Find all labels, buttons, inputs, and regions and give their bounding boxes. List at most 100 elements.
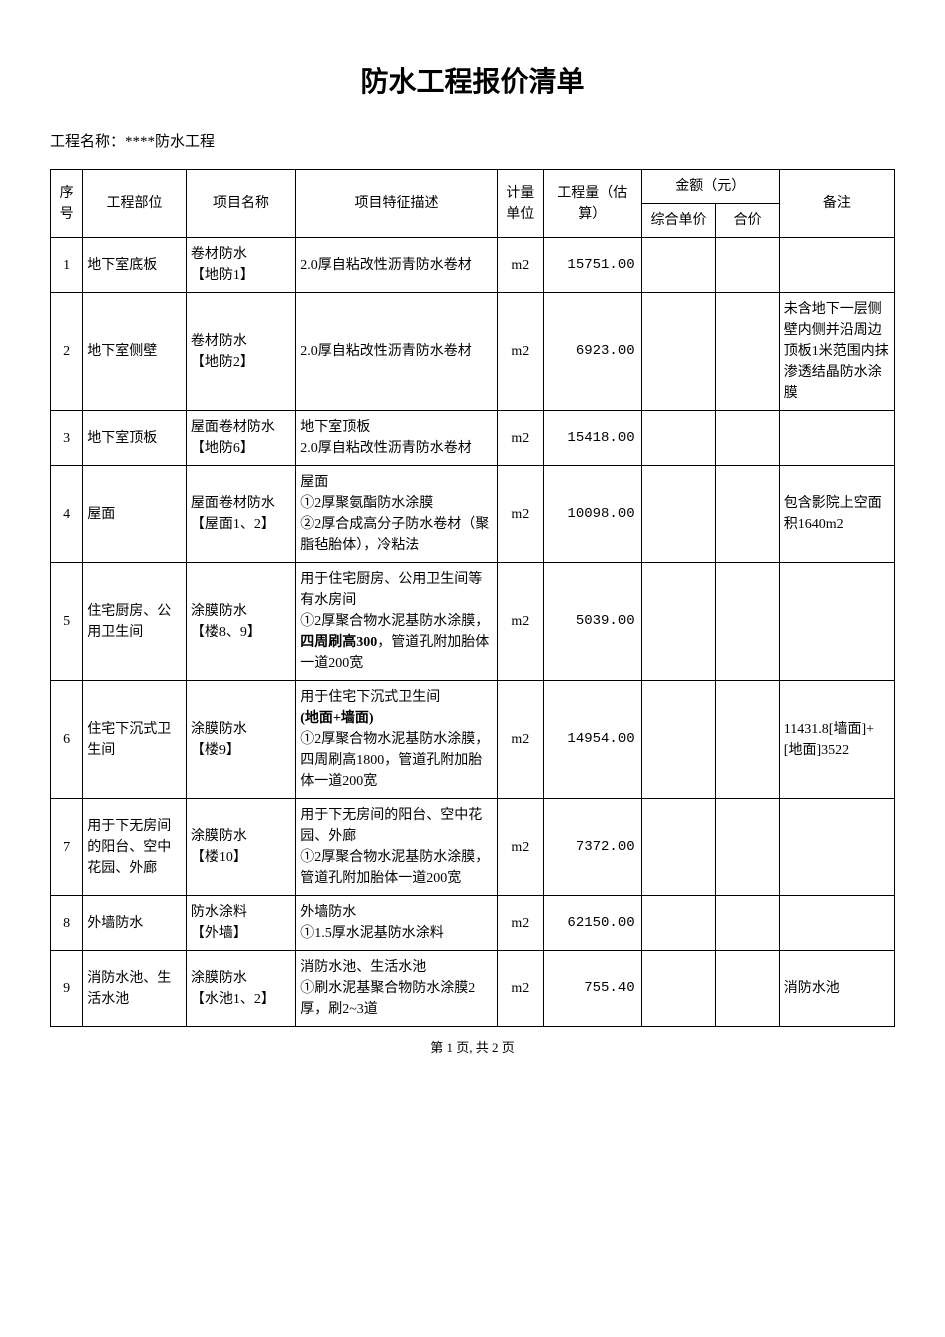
cell-seq: 4	[51, 466, 83, 563]
cell-qty: 62150.00	[543, 896, 641, 951]
cell-total-price	[716, 896, 779, 951]
cell-qty: 6923.00	[543, 293, 641, 411]
cell-unit-price	[641, 951, 716, 1027]
cell-part: 地下室侧壁	[83, 293, 187, 411]
cell-unit-price	[641, 896, 716, 951]
cell-note: 包含影院上空面积1640m2	[779, 466, 894, 563]
cell-qty: 755.40	[543, 951, 641, 1027]
cell-desc: 用于住宅厨房、公用卫生间等有水房间 ①2厚聚合物水泥基防水涂膜，四周刷高300，…	[296, 563, 498, 681]
cell-seq: 8	[51, 896, 83, 951]
table-row: 1地下室底板卷材防水 【地防1】2.0厚自粘改性沥青防水卷材m215751.00	[51, 238, 895, 293]
cell-unit-price	[641, 466, 716, 563]
col-seq-header: 序号	[51, 170, 83, 238]
table-row: 7用于下无房间的阳台、空中花园、外廊涂膜防水 【楼10】用于下无房间的阳台、空中…	[51, 799, 895, 896]
col-item-header: 项目名称	[186, 170, 295, 238]
cell-unit: m2	[497, 681, 543, 799]
quotation-table: 序号 工程部位 项目名称 项目特征描述 计量单位 工程量（估算） 金额（元） 备…	[50, 169, 895, 1027]
cell-item: 卷材防水 【地防1】	[186, 238, 295, 293]
cell-part: 屋面	[83, 466, 187, 563]
table-row: 5住宅厨房、公用卫生间涂膜防水 【楼8、9】用于住宅厨房、公用卫生间等有水房间 …	[51, 563, 895, 681]
col-note-header: 备注	[779, 170, 894, 238]
cell-qty: 7372.00	[543, 799, 641, 896]
cell-part: 外墙防水	[83, 896, 187, 951]
cell-total-price	[716, 563, 779, 681]
cell-item: 屋面卷材防水 【地防6】	[186, 411, 295, 466]
cell-seq: 6	[51, 681, 83, 799]
cell-desc: 外墙防水 ①1.5厚水泥基防水涂料	[296, 896, 498, 951]
cell-total-price	[716, 951, 779, 1027]
cell-desc: 2.0厚自粘改性沥青防水卷材	[296, 293, 498, 411]
page-footer: 第 1 页, 共 2 页	[50, 1037, 895, 1056]
cell-seq: 1	[51, 238, 83, 293]
table-row: 9消防水池、生活水池涂膜防水 【水池1、2】消防水池、生活水池 ①刷水泥基聚合物…	[51, 951, 895, 1027]
cell-unit-price	[641, 293, 716, 411]
cell-item: 涂膜防水 【楼8、9】	[186, 563, 295, 681]
cell-unit: m2	[497, 411, 543, 466]
cell-note	[779, 238, 894, 293]
cell-unit-price	[641, 411, 716, 466]
cell-part: 地下室顶板	[83, 411, 187, 466]
cell-part: 消防水池、生活水池	[83, 951, 187, 1027]
cell-item: 屋面卷材防水 【屋面1、2】	[186, 466, 295, 563]
cell-total-price	[716, 411, 779, 466]
cell-seq: 7	[51, 799, 83, 896]
cell-seq: 3	[51, 411, 83, 466]
cell-item: 防水涂料 【外墙】	[186, 896, 295, 951]
cell-desc: 屋面 ①2厚聚氨酯防水涂膜 ②2厚合成高分子防水卷材（聚脂毡胎体），冷粘法	[296, 466, 498, 563]
col-amount-group-header: 金额（元）	[641, 170, 779, 204]
cell-part: 住宅厨房、公用卫生间	[83, 563, 187, 681]
cell-total-price	[716, 466, 779, 563]
cell-desc: 消防水池、生活水池 ①刷水泥基聚合物防水涂膜2厚，刷2~3道	[296, 951, 498, 1027]
cell-total-price	[716, 293, 779, 411]
cell-desc: 用于住宅下沉式卫生间 (地面+墙面) ①2厚聚合物水泥基防水涂膜，四周刷高180…	[296, 681, 498, 799]
cell-note	[779, 799, 894, 896]
col-total-price-header: 合价	[716, 204, 779, 238]
table-row: 8外墙防水防水涂料 【外墙】外墙防水 ①1.5厚水泥基防水涂料m262150.0…	[51, 896, 895, 951]
table-row: 4屋面屋面卷材防水 【屋面1、2】屋面 ①2厚聚氨酯防水涂膜 ②2厚合成高分子防…	[51, 466, 895, 563]
cell-unit: m2	[497, 293, 543, 411]
cell-note	[779, 411, 894, 466]
cell-item: 涂膜防水 【水池1、2】	[186, 951, 295, 1027]
cell-part: 住宅下沉式卫生间	[83, 681, 187, 799]
cell-note: 未含地下一层侧壁内侧并沿周边顶板1米范围内抹渗透结晶防水涂膜	[779, 293, 894, 411]
table-row: 6住宅下沉式卫生间涂膜防水 【楼9】用于住宅下沉式卫生间 (地面+墙面) ①2厚…	[51, 681, 895, 799]
page-title: 防水工程报价清单	[50, 60, 895, 100]
cell-part: 地下室底板	[83, 238, 187, 293]
table-row: 3地下室顶板屋面卷材防水 【地防6】地下室顶板 2.0厚自粘改性沥青防水卷材m2…	[51, 411, 895, 466]
col-unit-price-header: 综合单价	[641, 204, 716, 238]
cell-qty: 15418.00	[543, 411, 641, 466]
cell-note	[779, 563, 894, 681]
cell-unit: m2	[497, 466, 543, 563]
cell-desc: 地下室顶板 2.0厚自粘改性沥青防水卷材	[296, 411, 498, 466]
cell-seq: 9	[51, 951, 83, 1027]
cell-item: 卷材防水 【地防2】	[186, 293, 295, 411]
cell-note	[779, 896, 894, 951]
cell-unit-price	[641, 238, 716, 293]
bold-text: (地面+墙面)	[300, 711, 373, 726]
cell-unit-price	[641, 563, 716, 681]
col-desc-header: 项目特征描述	[296, 170, 498, 238]
bold-text: 四周刷高300	[300, 635, 377, 650]
cell-seq: 2	[51, 293, 83, 411]
cell-note: 消防水池	[779, 951, 894, 1027]
cell-unit: m2	[497, 563, 543, 681]
project-name-label: 工程名称：****防水工程	[50, 130, 895, 151]
cell-unit: m2	[497, 799, 543, 896]
cell-item: 涂膜防水 【楼10】	[186, 799, 295, 896]
col-unit-header: 计量单位	[497, 170, 543, 238]
cell-qty: 10098.00	[543, 466, 641, 563]
table-header-row-1: 序号 工程部位 项目名称 项目特征描述 计量单位 工程量（估算） 金额（元） 备…	[51, 170, 895, 204]
cell-total-price	[716, 799, 779, 896]
cell-unit-price	[641, 681, 716, 799]
cell-total-price	[716, 681, 779, 799]
cell-unit-price	[641, 799, 716, 896]
cell-qty: 5039.00	[543, 563, 641, 681]
col-part-header: 工程部位	[83, 170, 187, 238]
cell-total-price	[716, 238, 779, 293]
cell-unit: m2	[497, 238, 543, 293]
cell-note: 11431.8[墙面]+[地面]3522	[779, 681, 894, 799]
table-row: 2地下室侧壁卷材防水 【地防2】2.0厚自粘改性沥青防水卷材m26923.00 未…	[51, 293, 895, 411]
cell-desc: 2.0厚自粘改性沥青防水卷材	[296, 238, 498, 293]
cell-seq: 5	[51, 563, 83, 681]
cell-item: 涂膜防水 【楼9】	[186, 681, 295, 799]
